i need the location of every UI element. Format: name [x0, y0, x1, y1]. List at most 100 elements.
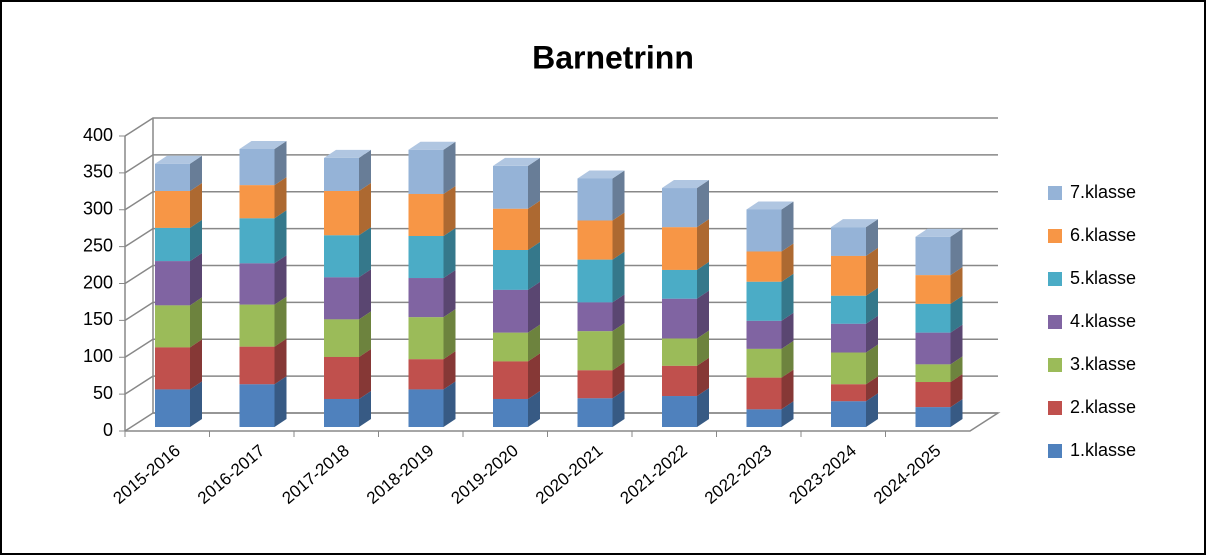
- bar-segment: [493, 332, 528, 362]
- bar-side: [190, 219, 202, 262]
- bar-side: [781, 201, 794, 252]
- bar-segment: [408, 359, 444, 390]
- bar-side: [697, 261, 709, 299]
- legend-label: 4.klasse: [1070, 311, 1136, 331]
- bar-side: [697, 180, 709, 228]
- bar-segment: [662, 227, 697, 270]
- bar-side: [697, 219, 709, 270]
- bar-segment: [831, 401, 866, 427]
- bar-side: [443, 270, 456, 318]
- bar-segment: [577, 398, 613, 427]
- bar-side: [697, 290, 709, 339]
- bar-segment: [408, 235, 444, 279]
- bar-side: [359, 227, 371, 278]
- bar-segment: [915, 332, 951, 365]
- bar-top: [577, 170, 625, 179]
- bar-side: [359, 183, 371, 236]
- bar-segment: [662, 396, 697, 427]
- y-tick-label: 200: [83, 272, 113, 292]
- bar-side: [781, 273, 794, 321]
- bar-segment: [831, 323, 866, 353]
- bar-side: [528, 281, 540, 333]
- bar-segment: [239, 304, 275, 347]
- legend-swatch: [1048, 315, 1062, 329]
- bar-side: [866, 376, 878, 402]
- bar-segment: [662, 188, 697, 228]
- bar-segment: [408, 193, 444, 236]
- bar-side: [866, 247, 878, 296]
- bar-segment: [155, 227, 190, 262]
- bar-segment: [408, 149, 444, 194]
- bar-side: [781, 401, 794, 427]
- bar-side: [443, 185, 456, 236]
- bar-side: [528, 242, 540, 290]
- bar-segment: [408, 317, 444, 360]
- bar-side: [359, 390, 371, 427]
- bar-segment: [746, 348, 782, 378]
- bar-segment: [493, 289, 528, 333]
- bar-side: [359, 149, 371, 191]
- legend-label: 2.klasse: [1070, 397, 1136, 417]
- bar-side: [866, 315, 878, 353]
- y-tick-label: 50: [93, 383, 113, 403]
- y-tick-label: 400: [83, 125, 113, 145]
- bar-side: [781, 369, 794, 410]
- bar-segment: [577, 370, 613, 399]
- bar-segment: [239, 218, 275, 264]
- bar-side: [781, 312, 794, 349]
- bar-side: [274, 255, 287, 305]
- y-tick-label: 300: [83, 199, 113, 219]
- bar-top: [493, 157, 540, 166]
- bar-segment: [239, 346, 275, 385]
- legend-swatch: [1048, 358, 1062, 372]
- bar-segment: [915, 364, 951, 383]
- bar-segment: [408, 389, 444, 427]
- bar-side: [528, 324, 540, 362]
- bar-segment: [493, 398, 528, 427]
- bar-segment: [155, 261, 190, 306]
- bar-segment: [831, 227, 866, 256]
- bar-side: [697, 357, 709, 397]
- legend-label: 7.klasse: [1070, 182, 1136, 202]
- bar-top: [746, 201, 794, 210]
- bar-segment: [831, 352, 866, 385]
- bar-segment: [408, 278, 444, 318]
- bar-segment: [915, 407, 951, 427]
- bar-segment: [662, 298, 697, 339]
- bar-side: [190, 381, 202, 427]
- bar-top: [239, 140, 287, 149]
- bar-segment: [662, 269, 697, 299]
- bar-side: [443, 309, 456, 360]
- bar-top: [155, 155, 202, 164]
- bar-side: [190, 253, 202, 306]
- bar-segment: [239, 263, 275, 305]
- bar-side: [950, 399, 963, 427]
- bar-segment: [324, 191, 359, 236]
- bar-side: [781, 243, 794, 282]
- y-tick-label: 350: [83, 162, 113, 182]
- bar-side: [866, 344, 878, 385]
- bar-side: [866, 219, 878, 256]
- bar-segment: [155, 347, 190, 390]
- legend-swatch: [1048, 444, 1062, 458]
- y-tick-label: 150: [83, 309, 113, 329]
- bar-top: [831, 219, 878, 228]
- bar-segment: [155, 191, 190, 228]
- bar-segment: [493, 165, 528, 209]
- bar-side: [612, 212, 625, 260]
- bar-segment: [155, 305, 190, 348]
- bar-side: [443, 351, 456, 390]
- bar-side: [190, 183, 202, 228]
- legend-label: 6.klasse: [1070, 225, 1136, 245]
- bar-segment: [577, 302, 613, 332]
- bar-segment: [831, 255, 866, 296]
- bar-side: [612, 170, 625, 221]
- bar-side: [274, 376, 287, 427]
- bar-segment: [746, 320, 782, 349]
- bar-segment: [493, 361, 528, 399]
- bar-segment: [746, 209, 782, 252]
- bar-side: [612, 390, 625, 427]
- bar-side: [697, 388, 709, 427]
- bar-side: [612, 251, 625, 303]
